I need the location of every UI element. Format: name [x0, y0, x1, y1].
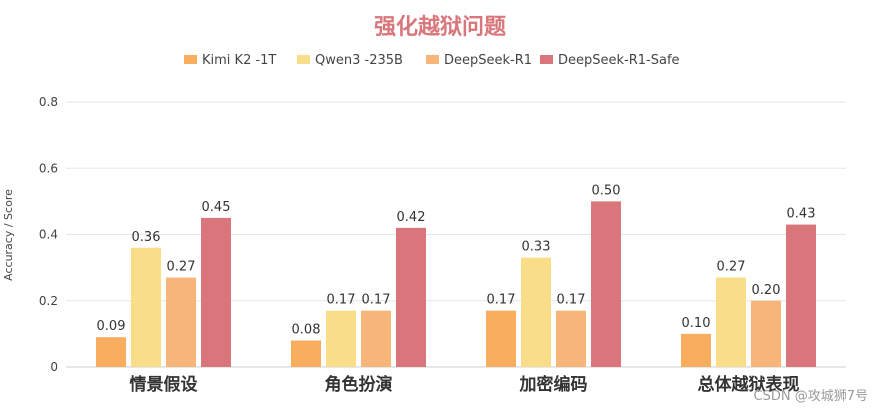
x-category-label: 情景假设	[130, 374, 198, 395]
y-tick-label: 0.4	[39, 228, 58, 242]
legend-swatch	[184, 55, 197, 64]
legend-item: DeepSeek-R1	[426, 53, 532, 68]
data-label: 0.20	[752, 283, 781, 298]
y-tick-label: 0.8	[39, 95, 58, 109]
data-labels: 0.09 0.36 0.27 0.45 0.08 0.17 0.17 0.42 0.17 0.33…	[97, 183, 816, 337]
legend-label: DeepSeek-R1-Safe	[558, 53, 680, 68]
x-category-label: 角色扮演	[325, 374, 393, 395]
legend-swatch	[540, 55, 553, 64]
bar	[786, 224, 816, 367]
bar	[166, 277, 196, 367]
data-label: 0.17	[487, 293, 516, 308]
data-label: 0.42	[397, 210, 426, 225]
bar	[716, 277, 746, 367]
chart-title: 强化越狱问题	[374, 14, 507, 40]
data-label: 0.27	[167, 260, 196, 275]
legend-swatch	[297, 55, 310, 64]
data-label: 0.17	[327, 293, 356, 308]
y-tick-label: 0.2	[39, 294, 58, 308]
data-label: 0.27	[717, 260, 746, 275]
bar	[361, 310, 391, 367]
bar	[751, 300, 781, 367]
legend-item: Kimi K2 -1T	[184, 53, 276, 68]
y-axis-ticks: 0 0.2 0.4 0.6 0.8	[39, 95, 58, 374]
bar	[131, 247, 161, 367]
legend-label: Qwen3 -235B	[315, 53, 403, 68]
bar	[486, 310, 516, 367]
data-label: 0.50	[592, 183, 621, 198]
data-label: 0.45	[202, 200, 231, 215]
watermark-text: CSDN @攻城狮7号	[754, 389, 868, 404]
bar	[201, 217, 231, 367]
legend: Kimi K2 -1T Qwen3 -235B DeepSeek-R1 DeepSee…	[184, 53, 680, 68]
y-tick-label: 0.6	[39, 161, 58, 175]
bar	[591, 201, 621, 367]
legend-label: Kimi K2 -1T	[202, 53, 276, 68]
legend-item: DeepSeek-R1-Safe	[540, 53, 680, 68]
data-label: 0.10	[682, 316, 711, 331]
bar	[681, 333, 711, 367]
data-label: 0.17	[557, 293, 586, 308]
x-axis-categories: 情景假设 角色扮演 加密编码 总体越狱表现	[130, 374, 800, 395]
data-label: 0.43	[787, 207, 816, 222]
data-label: 0.09	[97, 319, 126, 334]
bar	[556, 310, 586, 367]
data-label: 0.08	[292, 323, 321, 338]
bars	[96, 201, 816, 367]
bar	[326, 310, 356, 367]
data-label: 0.33	[522, 240, 551, 255]
y-tick-label: 0	[50, 360, 58, 374]
legend-label: DeepSeek-R1	[444, 53, 532, 68]
bar	[521, 257, 551, 367]
bar	[96, 337, 126, 367]
data-label: 0.36	[132, 230, 161, 245]
legend-swatch	[426, 55, 439, 64]
y-axis-label: Accuracy / Score	[2, 189, 15, 281]
x-category-label: 加密编码	[519, 374, 588, 395]
x-category-label: 总体越狱表现	[698, 374, 800, 395]
legend-item: Qwen3 -235B	[297, 53, 403, 68]
data-label: 0.17	[362, 293, 391, 308]
bar	[291, 340, 321, 367]
bar	[396, 227, 426, 367]
